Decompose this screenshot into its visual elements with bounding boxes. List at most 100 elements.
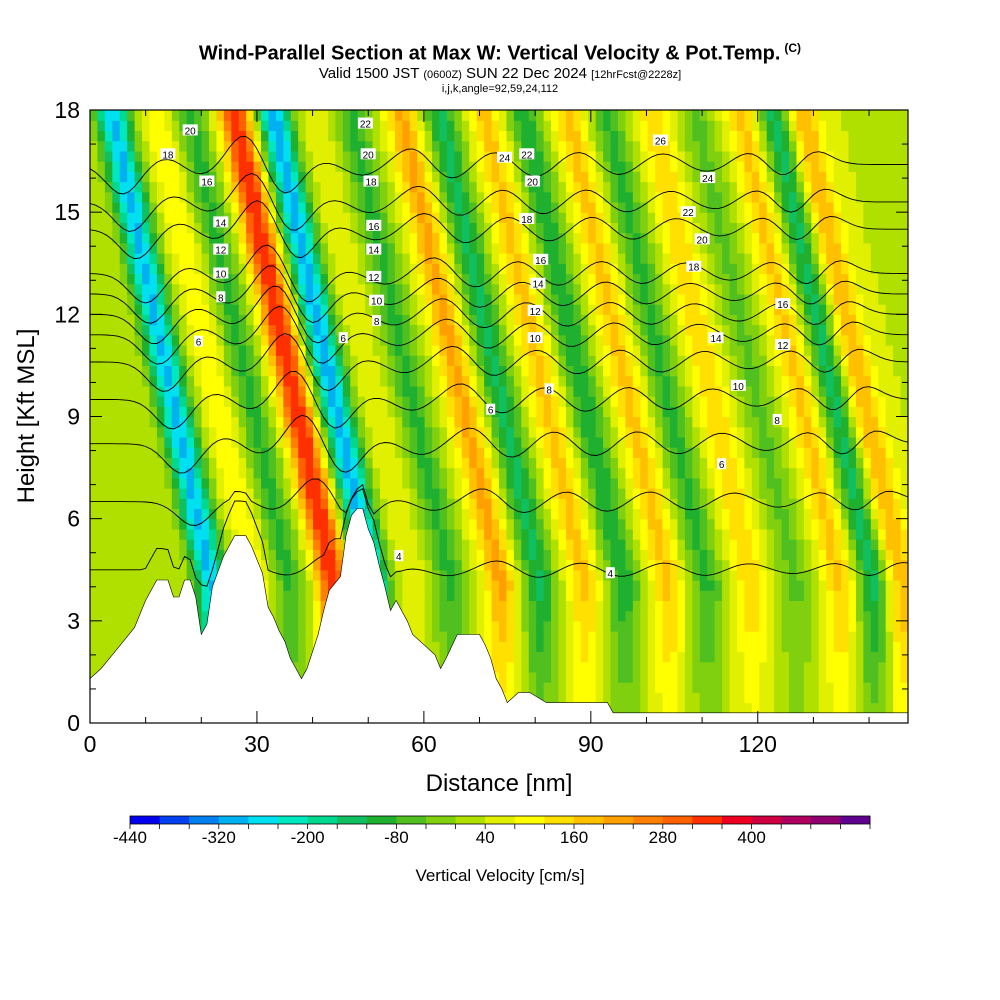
field-cell: [595, 610, 604, 622]
field-cell: [558, 222, 567, 234]
field-cell: [536, 436, 545, 448]
field-cell: [640, 334, 649, 346]
field-cell: [179, 416, 188, 428]
field-cell: [231, 304, 240, 315]
field-cell: [677, 651, 686, 663]
field-cell: [528, 222, 537, 234]
field-cell: [595, 181, 604, 193]
field-cell: [692, 671, 701, 683]
field-cell: [231, 253, 240, 264]
field-cell: [119, 120, 128, 132]
field-cell: [97, 600, 106, 612]
field-cell: [134, 140, 143, 152]
field-cell: [298, 620, 307, 632]
field-cell: [327, 201, 336, 213]
field-cell: [142, 212, 151, 223]
field-cell: [90, 181, 99, 193]
field-cell: [350, 498, 359, 510]
field-cell: [692, 283, 701, 295]
field-cell: [335, 253, 344, 264]
field-cell: [298, 549, 307, 561]
field-cell: [670, 355, 679, 367]
field-cell: [513, 620, 522, 632]
field-cell: [194, 150, 203, 162]
field-cell: [261, 191, 270, 203]
field-cell: [551, 539, 560, 550]
field-cell: [238, 150, 247, 162]
field-cell: [580, 477, 589, 489]
field-cell: [335, 273, 344, 285]
field-cell: [551, 600, 560, 612]
field-cell: [402, 355, 411, 367]
field-cell: [536, 488, 545, 499]
field-cell: [476, 242, 485, 254]
field-cell: [335, 140, 344, 152]
field-cell: [186, 212, 195, 223]
field-cell: [201, 498, 210, 510]
field-cell: [119, 426, 128, 438]
field-cell: [461, 222, 470, 234]
field-cell: [439, 253, 448, 264]
field-cell: [469, 191, 478, 203]
field-cell: [684, 171, 693, 183]
field-cell: [670, 120, 679, 132]
field-cell: [662, 682, 671, 693]
field-cell: [357, 416, 366, 428]
field-cell: [179, 334, 188, 346]
field-cell: [521, 130, 530, 142]
field-cell: [149, 457, 158, 469]
field-cell: [216, 161, 225, 172]
field-cell: [454, 436, 463, 448]
field-cell: [179, 212, 188, 223]
field-cell: [476, 477, 485, 489]
field-cell: [536, 263, 545, 275]
field-cell: [677, 426, 686, 438]
field-cell: [432, 488, 441, 499]
field-cell: [90, 191, 99, 203]
field-cell: [186, 171, 195, 183]
field-cell: [208, 416, 218, 428]
field-cell: [558, 579, 567, 591]
field-cell: [521, 253, 530, 264]
field-cell: [164, 181, 173, 193]
field-cell: [670, 110, 679, 121]
field-cell: [484, 641, 493, 653]
field-cell: [543, 212, 552, 223]
field-cell: [194, 212, 203, 223]
field-cell: [104, 242, 113, 254]
field-cell: [186, 130, 195, 142]
field-cell: [134, 314, 143, 326]
field-cell: [521, 651, 530, 663]
field-cell: [536, 651, 545, 663]
field-cell: [595, 426, 604, 438]
field-cell: [179, 344, 188, 356]
field-cell: [432, 600, 441, 612]
field-cell: [394, 457, 403, 469]
field-cell: [610, 232, 619, 244]
field-cell: [320, 457, 329, 469]
field-cell: [632, 355, 641, 367]
field-cell: [179, 324, 188, 336]
field-cell: [655, 375, 664, 387]
field-cell: [521, 293, 530, 305]
field-cell: [194, 191, 203, 203]
field-cell: [647, 539, 656, 550]
field-cell: [275, 110, 284, 121]
field-cell: [670, 273, 679, 285]
field-cell: [603, 222, 612, 234]
field-cell: [595, 171, 604, 183]
field-cell: [313, 365, 322, 377]
field-cell: [208, 293, 218, 305]
field-cell: [632, 375, 641, 387]
field-cell: [261, 222, 270, 234]
field-cell: [521, 324, 530, 336]
field-cell: [223, 518, 232, 530]
field-cell: [134, 232, 143, 244]
field-cell: [194, 559, 203, 571]
field-cell: [565, 477, 574, 489]
field-cell: [684, 457, 693, 469]
field-cell: [149, 385, 158, 397]
field-cell: [246, 304, 255, 315]
field-cell: [417, 171, 426, 183]
field-cell: [231, 314, 240, 326]
